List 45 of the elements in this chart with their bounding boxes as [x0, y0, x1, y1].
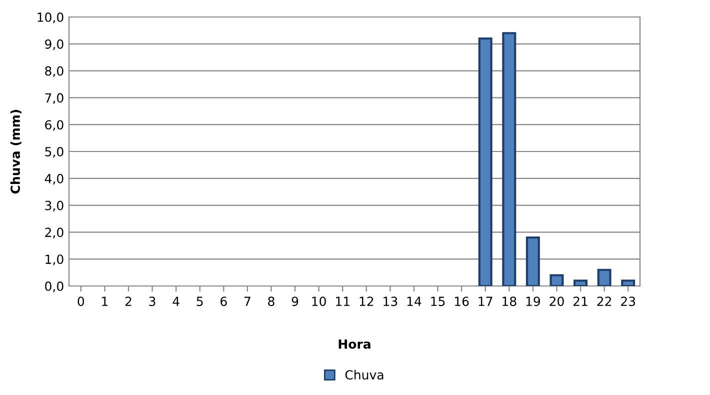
bar [550, 274, 564, 286]
x-tick-label: 5 [196, 296, 203, 306]
x-axis-title: Hora [338, 339, 370, 349]
y-tick-label: 5,0 [45, 146, 64, 158]
bar [526, 236, 540, 286]
y-tick-label: 2,0 [45, 228, 64, 238]
x-tick-label: 11 [336, 296, 350, 306]
y-tick-label: 8,0 [45, 66, 64, 77]
x-tick-label: 1 [102, 296, 108, 306]
x-tick-label: 19 [526, 296, 540, 306]
x-tick-label: 17 [478, 296, 492, 306]
y-tick-label: 9,0 [45, 39, 64, 50]
x-tick-label: 18 [502, 296, 516, 306]
bar [478, 37, 492, 286]
y-tick-label: 4,0 [44, 174, 64, 185]
x-tick-label: 12 [360, 296, 374, 306]
x-tick-label: 6 [220, 296, 227, 306]
y-tick-label: 1,0 [46, 254, 64, 266]
legend-label: Chuva [345, 370, 384, 380]
x-tick-label: 8 [268, 296, 274, 306]
y-tick-label: 6,0 [45, 120, 64, 131]
x-tick-label: 14 [407, 296, 422, 306]
x-tick-label: 15 [431, 296, 445, 306]
y-axis-title: Chuva (mm) [10, 110, 22, 194]
y-tick-label: 10,0 [38, 12, 64, 24]
bar [574, 280, 588, 286]
bar [597, 268, 612, 286]
x-tick-label: 4 [172, 296, 180, 306]
x-tick-label: 2 [125, 296, 132, 306]
x-tick-label: 20 [550, 296, 564, 306]
x-tick-label: 0 [78, 296, 84, 306]
x-tick-label: 22 [597, 296, 612, 306]
bar [621, 280, 636, 286]
x-tick-label: 7 [244, 296, 250, 306]
bar [502, 32, 516, 286]
y-tick-label: 7,0 [45, 93, 64, 104]
x-tick-label: 3 [149, 296, 156, 306]
x-tick-label: 23 [621, 296, 636, 306]
x-tick-label: 21 [573, 296, 588, 306]
x-tick-label: 10 [312, 296, 326, 306]
y-tick-label: 0,0 [45, 281, 64, 292]
x-tick-label: 9 [292, 296, 298, 306]
x-tick-label: 13 [384, 296, 398, 306]
x-tick-label: 16 [454, 296, 469, 306]
y-tick-label: 3,0 [45, 200, 64, 212]
